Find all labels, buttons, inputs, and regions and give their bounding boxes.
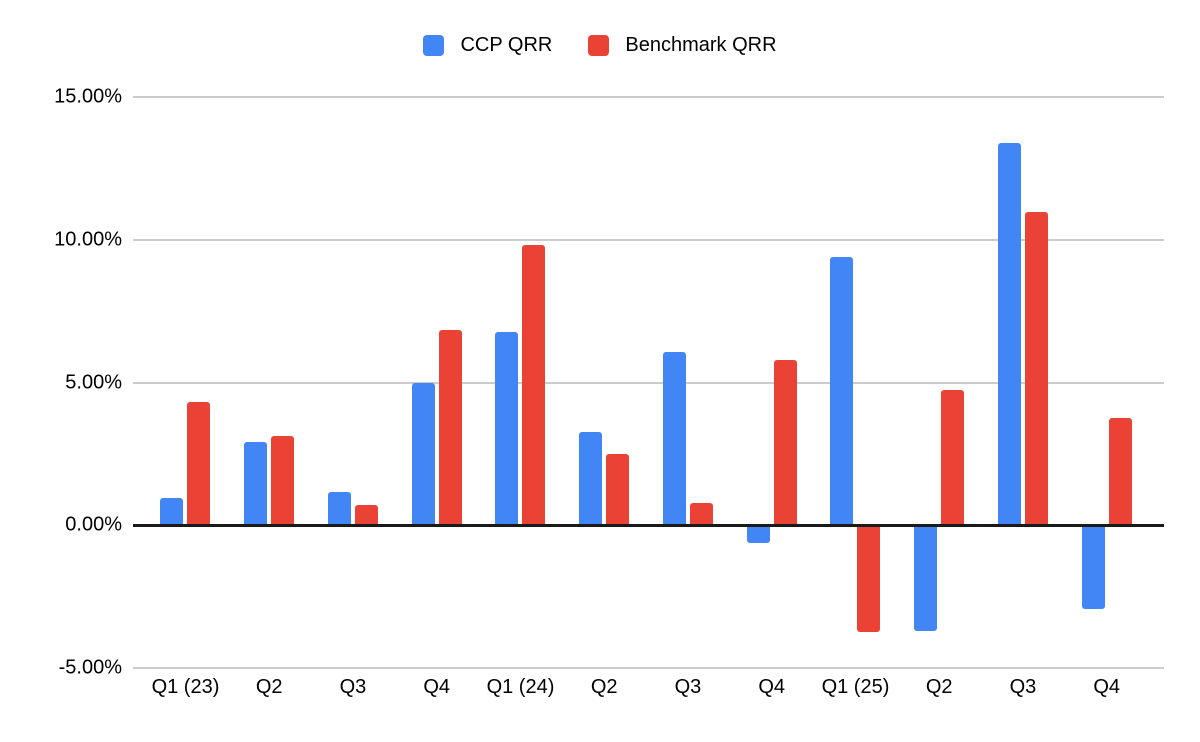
y-axis-tick-label-5-00: -5.00% xyxy=(58,656,122,679)
x-axis-label-0-q1-23: Q1 (23) xyxy=(151,676,220,698)
x-axis-label-2-q3: Q3 xyxy=(339,676,367,698)
bar-benchmark-qrr-8-q1-25[interactable] xyxy=(857,526,881,632)
bar-benchmark-qrr-3-q4[interactable] xyxy=(438,330,462,526)
legend-label-benchmark-qrr: Benchmark QRR xyxy=(625,34,777,56)
gridline-15 xyxy=(133,96,1164,98)
bar-ccp-qrr-7-q4[interactable] xyxy=(746,526,770,544)
bar-benchmark-qrr-0-q1-23[interactable] xyxy=(187,401,211,526)
bar-benchmark-qrr-11-q4[interactable] xyxy=(1108,417,1132,526)
bar-benchmark-qrr-4-q1-24[interactable] xyxy=(522,244,546,526)
bar-benchmark-qrr-7-q4[interactable] xyxy=(773,360,797,526)
x-axis-label-11-q4: Q4 xyxy=(1093,676,1121,698)
bar-ccp-qrr-4-q1-24[interactable] xyxy=(495,332,519,526)
chart-legend: CCP QRR Benchmark QRR xyxy=(0,34,1200,57)
bar-ccp-qrr-0-q1-23[interactable] xyxy=(160,497,184,526)
x-axis-zero-line xyxy=(133,523,1164,527)
bar-benchmark-qrr-2-q3[interactable] xyxy=(354,505,378,526)
y-axis-tick-label-5-00: 5.00% xyxy=(65,371,122,393)
bar-ccp-qrr-1-q2[interactable] xyxy=(244,441,268,526)
x-axis-label-9-q2: Q2 xyxy=(925,676,953,698)
bar-ccp-qrr-3-q4[interactable] xyxy=(411,382,435,526)
bar-ccp-qrr-11-q4[interactable] xyxy=(1081,526,1105,610)
gridline--5 xyxy=(133,667,1164,669)
x-axis-label-1-q2: Q2 xyxy=(255,676,283,698)
legend-label-ccp-qrr: CCP QRR xyxy=(460,34,553,56)
bar-benchmark-qrr-5-q2[interactable] xyxy=(606,453,630,526)
legend-swatch-benchmark-qrr-icon xyxy=(588,35,610,56)
y-axis-tick-label-15-00: 15.00% xyxy=(54,85,122,108)
bar-ccp-qrr-8-q1-25[interactable] xyxy=(830,256,854,526)
legend-item-ccp-qrr[interactable]: CCP QRR xyxy=(423,34,552,57)
bar-ccp-qrr-6-q3[interactable] xyxy=(662,352,686,526)
x-axis-label-7-q4: Q4 xyxy=(758,676,786,698)
x-axis-label-8-q1-25: Q1 (25) xyxy=(821,676,890,698)
legend-item-benchmark-qrr[interactable]: Benchmark QRR xyxy=(588,34,777,57)
x-axis-label-10-q3: Q3 xyxy=(1009,676,1037,698)
bar-ccp-qrr-9-q2[interactable] xyxy=(914,526,938,632)
gridline-10 xyxy=(133,238,1164,241)
bar-ccp-qrr-10-q3[interactable] xyxy=(997,143,1021,526)
y-axis-tick-label-0-00: 0.00% xyxy=(65,513,122,536)
x-axis-label-6-q3: Q3 xyxy=(674,676,702,698)
x-axis-label-4-q1-24: Q1 (24) xyxy=(486,676,555,698)
x-axis-label-5-q2: Q2 xyxy=(590,676,618,698)
bar-benchmark-qrr-9-q2[interactable] xyxy=(941,389,965,526)
y-axis-tick-label-10-00: 10.00% xyxy=(54,228,122,251)
legend-swatch-ccp-qrr-icon xyxy=(423,35,445,56)
x-axis-label-3-q4: Q4 xyxy=(423,676,451,698)
bar-ccp-qrr-5-q2[interactable] xyxy=(579,431,603,526)
bar-benchmark-qrr-6-q3[interactable] xyxy=(689,502,713,526)
bar-ccp-qrr-2-q3[interactable] xyxy=(327,491,351,526)
bar-benchmark-qrr-1-q2[interactable] xyxy=(271,436,295,526)
bar-benchmark-qrr-10-q3[interactable] xyxy=(1024,212,1048,526)
gridline-5 xyxy=(133,381,1164,384)
